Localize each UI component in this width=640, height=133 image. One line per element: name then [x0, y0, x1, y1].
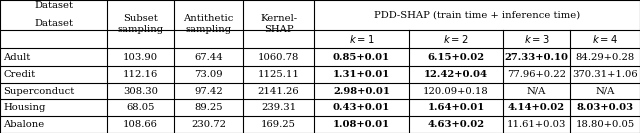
Text: 112.16: 112.16 [123, 70, 158, 79]
Text: PDD-SHAP (train time + inference time): PDD-SHAP (train time + inference time) [374, 11, 580, 20]
Text: 108.66: 108.66 [123, 120, 158, 129]
Text: 27.33+0.10: 27.33+0.10 [504, 53, 568, 61]
Text: N/A: N/A [595, 86, 614, 95]
Text: 8.03+0.03: 8.03+0.03 [577, 103, 634, 112]
Text: 1060.78: 1060.78 [258, 53, 299, 61]
Text: 2.98+0.01: 2.98+0.01 [333, 86, 390, 95]
Text: 0.85+0.01: 0.85+0.01 [333, 53, 390, 61]
Text: 1125.11: 1125.11 [257, 70, 300, 79]
Text: 4.14+0.02: 4.14+0.02 [508, 103, 565, 112]
Text: Superconduct: Superconduct [3, 86, 74, 95]
Text: Antithetic
sampling: Antithetic sampling [183, 14, 234, 34]
Text: 18.80+0.05: 18.80+0.05 [575, 120, 635, 129]
Text: 2141.26: 2141.26 [258, 86, 300, 95]
Text: 1.31+0.01: 1.31+0.01 [333, 70, 390, 79]
Text: Credit: Credit [3, 70, 35, 79]
Text: 77.96+0.22: 77.96+0.22 [507, 70, 566, 79]
Text: 4.63+0.02: 4.63+0.02 [428, 120, 484, 129]
Text: 84.29+0.28: 84.29+0.28 [575, 53, 635, 61]
Text: 68.05: 68.05 [126, 103, 155, 112]
Text: Dataset: Dataset [34, 20, 73, 28]
Text: Adult: Adult [3, 53, 30, 61]
Text: 103.90: 103.90 [123, 53, 158, 61]
Text: 308.30: 308.30 [123, 86, 158, 95]
Text: 1.08+0.01: 1.08+0.01 [333, 120, 390, 129]
Text: $k=2$: $k=2$ [444, 33, 468, 45]
Text: $k=3$: $k=3$ [524, 33, 549, 45]
Text: Dataset: Dataset [34, 1, 73, 11]
Text: 67.44: 67.44 [194, 53, 223, 61]
Text: 11.61+0.03: 11.61+0.03 [507, 120, 566, 129]
Text: 12.42+0.04: 12.42+0.04 [424, 70, 488, 79]
Text: Abalone: Abalone [3, 120, 44, 129]
Text: $k=1$: $k=1$ [349, 33, 374, 45]
Text: 370.31+1.06: 370.31+1.06 [572, 70, 638, 79]
Text: $k=4$: $k=4$ [592, 33, 618, 45]
Text: 6.15+0.02: 6.15+0.02 [428, 53, 484, 61]
Text: Kernel-
SHAP: Kernel- SHAP [260, 14, 297, 34]
Text: 89.25: 89.25 [194, 103, 223, 112]
Text: 230.72: 230.72 [191, 120, 226, 129]
Text: N/A: N/A [527, 86, 546, 95]
Text: Subset
sampling: Subset sampling [117, 14, 164, 34]
Text: 120.09+0.18: 120.09+0.18 [423, 86, 489, 95]
Text: 73.09: 73.09 [194, 70, 223, 79]
Text: 239.31: 239.31 [261, 103, 296, 112]
Text: 1.64+0.01: 1.64+0.01 [428, 103, 484, 112]
Text: 0.43+0.01: 0.43+0.01 [333, 103, 390, 112]
Text: 97.42: 97.42 [194, 86, 223, 95]
Text: Housing: Housing [3, 103, 45, 112]
Text: 169.25: 169.25 [261, 120, 296, 129]
